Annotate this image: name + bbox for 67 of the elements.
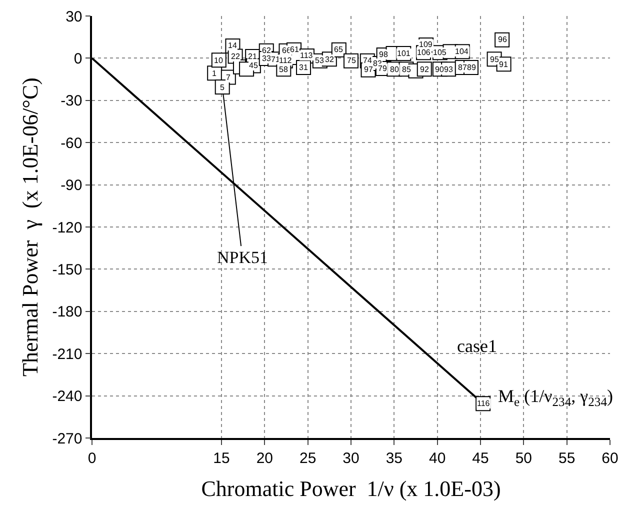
annotation: 7	[226, 73, 231, 82]
x-tick-label: 45	[472, 450, 489, 467]
annotation: 85	[402, 65, 412, 74]
annotation: 75	[347, 56, 356, 65]
y-tick-label: -30	[60, 92, 82, 110]
x-tick-label: 60	[602, 450, 618, 467]
annotation: 95	[490, 55, 500, 64]
annotation: 96	[498, 35, 508, 44]
annotation: case1	[457, 336, 497, 356]
x-tick-label: 55	[558, 450, 576, 467]
annotation: 21	[248, 52, 258, 61]
annotation: 87	[458, 63, 468, 72]
annotation: 101	[397, 49, 411, 58]
y-tick-label: 30	[66, 8, 82, 26]
x-tick-label: 15	[213, 450, 230, 467]
annotation: 62	[262, 46, 272, 55]
annotation: 61	[290, 45, 300, 54]
annotation: 90	[435, 65, 444, 74]
annotation: 105	[433, 48, 447, 57]
annotation: 65	[334, 45, 344, 54]
annotation: 112	[279, 56, 292, 65]
annotation: 33	[262, 54, 272, 63]
x-tick-label: 0	[88, 450, 96, 467]
y-tick-label: 0	[74, 50, 82, 68]
x-tick-label: 50	[515, 450, 532, 467]
x-tick-label: 30	[342, 450, 360, 467]
annotation: 71	[271, 55, 280, 64]
annotation: 109	[419, 40, 433, 49]
y-tick-label: -60	[60, 134, 82, 152]
annotation: 32	[325, 55, 334, 64]
annotation: 14	[228, 41, 238, 50]
annotation: 116	[477, 399, 490, 408]
annotation: 89	[467, 63, 476, 72]
y-tick-label: -270	[52, 430, 82, 448]
x-axis-title: Chromatic Power 1/ν (x 1.0E-03)	[201, 476, 501, 502]
y-tick-label: -240	[52, 388, 82, 406]
annotation: 74	[363, 56, 372, 65]
annotation: 31	[299, 63, 308, 72]
annotation: 80	[390, 65, 400, 74]
x-tick-label: 20	[256, 450, 274, 467]
y-tick-label: -150	[52, 261, 82, 278]
annotation: 22	[231, 52, 240, 61]
annotation: NPK51	[217, 248, 268, 267]
annotation: 10	[214, 56, 224, 65]
annotation: 79	[378, 64, 388, 73]
annotation: 91	[499, 60, 508, 69]
annotation: 45	[249, 61, 258, 70]
annotation: 92	[420, 65, 430, 74]
annotation: 97	[364, 65, 374, 74]
annotation: 113	[300, 51, 314, 60]
annotation: 58	[279, 65, 288, 74]
annotation: 1	[212, 69, 217, 78]
x-tick-label: 40	[428, 450, 446, 467]
annotation: M$_{e}$ (1/ν$_{234}$, γ$_{234}$)	[498, 386, 613, 409]
y-axis-title: Thermal Power γ (x 1.0E-06/°C)	[18, 78, 43, 376]
x-tick-label: 35	[386, 450, 403, 467]
annotation: 53	[315, 56, 324, 65]
y-tick-label: -90	[60, 177, 82, 194]
x-tick-label: 25	[299, 450, 316, 467]
y-tick-label: -180	[52, 304, 82, 321]
annotation: 93	[444, 65, 454, 74]
y-tick-label: -120	[52, 219, 82, 236]
y-tick-label: -210	[52, 346, 82, 363]
annotation: 98	[379, 50, 388, 59]
annotation: 104	[455, 47, 469, 56]
annotation: 5	[220, 83, 225, 92]
annotation: 106	[417, 48, 431, 57]
